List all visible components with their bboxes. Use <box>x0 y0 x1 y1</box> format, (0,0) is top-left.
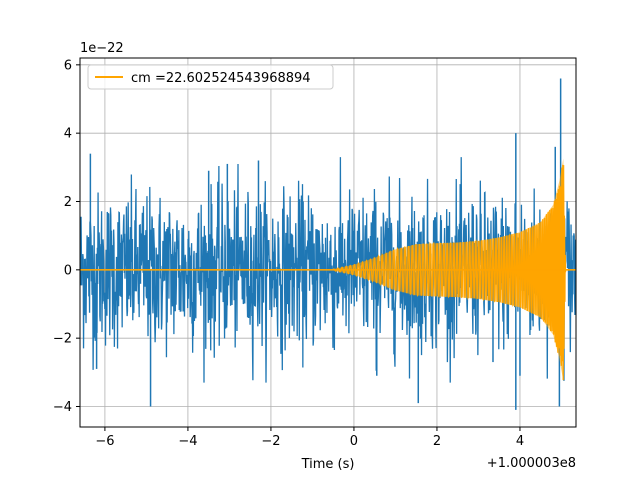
y-tick-label: 0 <box>64 263 72 278</box>
x-offset-label: +1.000003e8 <box>487 456 576 471</box>
y-tick-label: −2 <box>53 332 72 347</box>
y-tick-label: 6 <box>64 58 72 73</box>
x-tick-label: −2 <box>261 434 280 449</box>
y-scale-label: 1e−22 <box>80 41 124 56</box>
plot-frame <box>79 57 577 428</box>
legend: cm =22.602524543968894 <box>87 64 334 90</box>
y-tick-label: −4 <box>53 400 72 415</box>
x-tick-label: 4 <box>516 434 524 449</box>
y-tick-label: 4 <box>64 127 72 142</box>
y-axis-ticks: −4 −2 0 2 4 6 <box>53 58 80 415</box>
legend-box <box>87 64 334 90</box>
x-tick-label: −6 <box>95 434 114 449</box>
legend-label: cm =22.602524543968894 <box>131 71 311 86</box>
y-tick-label: 2 <box>64 195 72 210</box>
x-axis-ticks: −6 −4 −2 0 2 4 <box>95 427 524 449</box>
x-tick-label: 0 <box>350 434 358 449</box>
template-series <box>80 158 576 382</box>
x-axis-label: Time (s) <box>301 457 355 472</box>
x-tick-label: −4 <box>178 434 197 449</box>
x-tick-label: 2 <box>433 434 441 449</box>
